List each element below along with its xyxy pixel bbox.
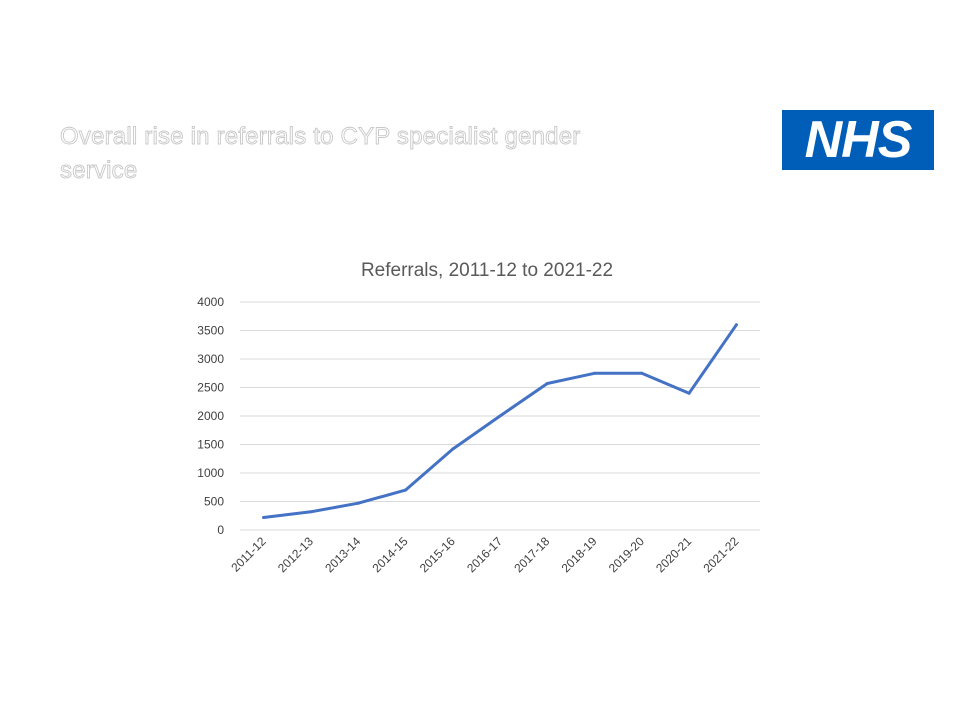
x-tick-label: 2017-18 [511,534,552,575]
nhs-logo-text: NHS [804,111,913,169]
data-point-2021-22 [734,323,738,327]
y-tick-label: 4000 [197,295,224,309]
x-axis-ticks: 2011-12 2012-13 2013-14 2014-15 2015-16 2016-… [228,534,741,575]
y-tick-label: 3000 [197,352,224,366]
nhs-logo: NHS [782,110,934,170]
series-line-0 [262,323,738,519]
y-tick-label: 2500 [197,381,224,395]
x-tick-label: 2020-21 [653,534,694,575]
y-tick-label: 1500 [197,438,224,452]
x-tick-label: 2011-12 [228,534,269,575]
series-lines [262,323,738,519]
x-tick-label: 2016-17 [464,534,505,575]
x-tick-label: 2015-16 [417,534,458,575]
y-tick-label: 1000 [197,466,224,480]
y-tick-label: 3500 [197,324,224,338]
x-tick-label: 2018-19 [559,534,600,575]
data-point-2020-21 [687,391,691,395]
x-tick-label: 2014-15 [370,534,411,575]
y-tick-label: 0 [217,523,224,537]
x-tick-label: 2019-20 [606,534,647,575]
data-point-2013-14 [356,501,360,505]
data-point-2018-19 [593,371,597,375]
x-tick-label: 2012-13 [275,534,316,575]
x-tick-label: 2013-14 [322,534,363,575]
y-tick-label: 500 [204,495,224,509]
data-point-2017-18 [545,382,549,386]
chart-title: Referrals, 2011-12 to 2021-22 [361,260,613,281]
data-point-2016-17 [498,414,502,418]
slide-title: Overall rise in referrals to CYP special… [60,123,581,185]
data-point-2015-16 [451,447,455,451]
data-point-2011-12 [262,515,266,519]
data-point-2014-15 [403,488,407,492]
y-axis-ticks: 0 500 1000 1500 2000 2500 3000 3500 4000 [197,295,224,537]
data-point-2012-13 [309,510,313,514]
y-tick-label: 2000 [197,409,224,423]
data-point-2019-20 [640,371,644,375]
x-tick-label: 2021-22 [700,534,741,575]
